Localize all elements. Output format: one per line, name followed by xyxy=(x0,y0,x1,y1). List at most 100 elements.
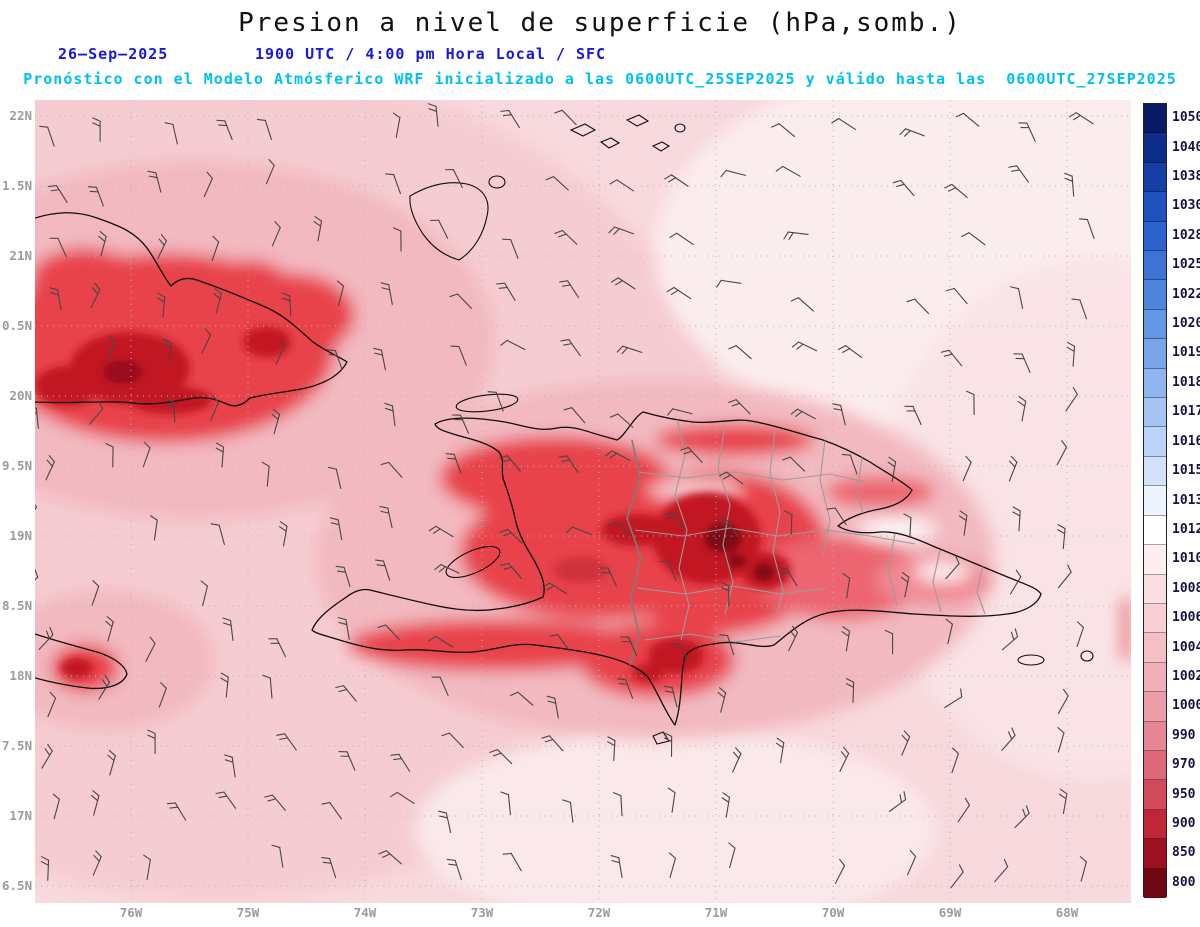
colorbar-segment xyxy=(1144,427,1166,457)
caicos-islands xyxy=(569,114,671,152)
colorbar-segment xyxy=(1144,192,1166,222)
map-area: Sisπ— ONAMET/REP.DOM. xyxy=(35,100,1131,903)
map-svg xyxy=(35,100,1131,903)
page-title: Presion a nivel de superficie (hPa,somb.… xyxy=(238,8,962,38)
model-subtitle: Pronóstico con el Modelo Atmósferico WRF… xyxy=(23,70,1177,88)
lon-tick-label: 70W xyxy=(821,905,845,920)
colorbar-segment xyxy=(1144,398,1166,428)
cuba-coastline xyxy=(35,212,348,407)
forecast-time: 1900 UTC / 4:00 pm Hora Local / SFC xyxy=(255,45,607,63)
colorbar-value-label: 1028 xyxy=(1172,227,1200,243)
lon-tick-label: 69W xyxy=(938,905,962,920)
colorbar-value-label: 1010 xyxy=(1172,551,1200,567)
colorbar xyxy=(1143,103,1167,898)
lon-tick-label: 68W xyxy=(1055,905,1079,920)
colorbar-segment xyxy=(1144,486,1166,516)
lon-tick-label: 71W xyxy=(704,905,728,920)
lat-tick-label: 19N xyxy=(9,528,32,543)
colorbar-segment xyxy=(1144,574,1166,604)
colorbar-value-label: 1022 xyxy=(1172,286,1200,302)
lat-tick-label: 0.5N xyxy=(2,318,33,333)
colorbar-value-label: 1038 xyxy=(1172,169,1200,185)
colorbar-value-label: 1002 xyxy=(1172,668,1200,684)
lat-tick-label: 1.5N xyxy=(2,178,33,193)
colorbar-value-label: 1025 xyxy=(1172,257,1200,273)
colorbar-segment xyxy=(1144,868,1166,898)
gonave-island xyxy=(445,545,501,579)
colorbar-segment xyxy=(1144,515,1166,546)
colorbar-value-label: 1017 xyxy=(1172,404,1200,420)
colorbar-value-label: 1000 xyxy=(1172,698,1200,714)
great-inagua-island xyxy=(409,182,489,261)
colorbar-segment xyxy=(1144,104,1166,134)
lon-tick-label: 76W xyxy=(119,905,143,920)
colorbar-segment xyxy=(1144,809,1166,840)
colorbar-value-label: 1018 xyxy=(1172,374,1200,390)
little-inagua-island xyxy=(488,175,506,189)
colorbar-segment xyxy=(1144,692,1166,722)
colorbar-value-label: 1004 xyxy=(1172,639,1200,655)
colorbar-segment xyxy=(1144,251,1166,281)
lon-tick-label: 74W xyxy=(353,905,377,920)
lon-tick-label: 72W xyxy=(587,905,611,920)
colorbar-value-label: 1013 xyxy=(1172,492,1200,508)
beata-island xyxy=(652,731,670,745)
colorbar-value-label: 970 xyxy=(1172,757,1196,773)
province-boundaries xyxy=(634,417,986,643)
colorbar-value-label: 1030 xyxy=(1172,198,1200,214)
lat-tick-label: 9.5N xyxy=(2,458,33,473)
datetime-line: 26—Sep—2025 1900 UTC / 4:00 pm Hora Loca… xyxy=(0,45,1200,65)
colorbar-segment xyxy=(1144,162,1166,193)
grand-turk-island xyxy=(674,123,686,133)
colorbar-segment xyxy=(1144,721,1166,751)
saona-island xyxy=(1017,654,1045,666)
lon-tick-label: 75W xyxy=(236,905,260,920)
haiti-dr-border xyxy=(626,439,642,669)
lat-tick-label: 17N xyxy=(9,808,32,823)
colorbar-segment xyxy=(1144,221,1166,252)
colorbar-segment xyxy=(1144,633,1166,663)
colorbar-segment xyxy=(1144,280,1166,310)
colorbar-segment xyxy=(1144,662,1166,693)
lat-tick-label: 21N xyxy=(9,248,32,263)
tortuga-island xyxy=(455,393,519,413)
lat-tick-label: 7.5N xyxy=(2,738,33,753)
colorbar-value-label: 900 xyxy=(1172,815,1196,831)
pressure-shading-cores xyxy=(35,327,791,682)
colorbar-segment xyxy=(1144,780,1166,810)
wind-barbs xyxy=(35,103,1095,889)
lat-tick-label: 20N xyxy=(9,388,32,403)
colorbar-segment xyxy=(1144,456,1166,487)
colorbar-value-label: 1019 xyxy=(1172,345,1200,361)
forecast-date: 26—Sep—2025 xyxy=(58,45,169,63)
colorbar-value-label: 1040 xyxy=(1172,139,1200,155)
colorbar-segment xyxy=(1144,545,1166,575)
lat-tick-label: 6.5N xyxy=(2,878,33,893)
mona-island xyxy=(1080,650,1094,662)
colorbar-segment xyxy=(1144,339,1166,369)
lat-tick-label: 18N xyxy=(9,668,32,683)
lat-tick-label: 22N xyxy=(9,108,32,123)
jamaica-coastline xyxy=(35,633,128,690)
colorbar-segment xyxy=(1144,750,1166,781)
colorbar-segment xyxy=(1144,309,1166,340)
header: Presion a nivel de superficie (hPa,somb.… xyxy=(0,0,1200,88)
colorbar-value-label: 1012 xyxy=(1172,521,1200,537)
colorbar-segment xyxy=(1144,603,1166,634)
colorbar-value-label: 1050 xyxy=(1172,110,1200,126)
lon-tick-label: 73W xyxy=(470,905,494,920)
colorbar-segment xyxy=(1144,133,1166,163)
lat-tick-label: 8.5N xyxy=(2,598,33,613)
colorbar-value-label: 1015 xyxy=(1172,463,1200,479)
colorbar-value-label: 850 xyxy=(1172,845,1196,861)
colorbar-value-label: 1016 xyxy=(1172,433,1200,449)
colorbar-value-label: 1020 xyxy=(1172,316,1200,332)
colorbar-segment xyxy=(1144,839,1166,869)
colorbar-value-label: 1008 xyxy=(1172,580,1200,596)
colorbar-value-label: 990 xyxy=(1172,727,1196,743)
colorbar-value-label: 800 xyxy=(1172,874,1196,890)
colorbar-value-label: 1006 xyxy=(1172,610,1200,626)
colorbar-value-label: 950 xyxy=(1172,786,1196,802)
colorbar-segment xyxy=(1144,368,1166,399)
